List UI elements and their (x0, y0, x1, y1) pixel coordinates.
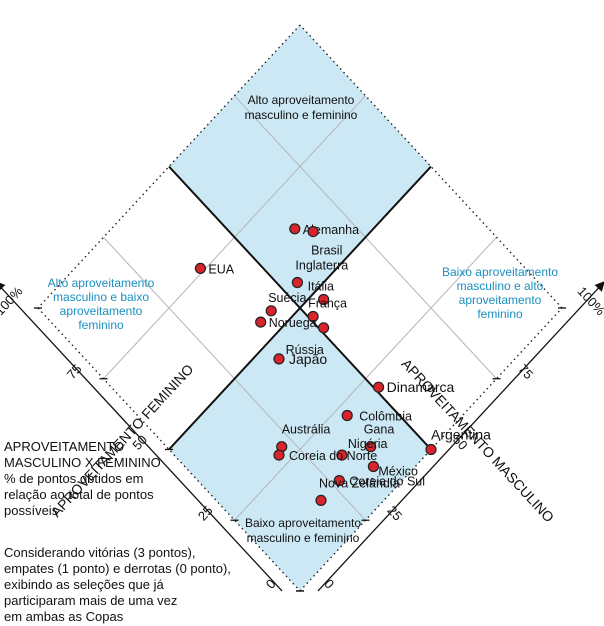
point-label-inglaterra: Inglaterra (295, 259, 348, 273)
point-dinamarca (373, 381, 385, 393)
caption-note: Considerando vitórias (3 pontos), empates… (4, 545, 284, 625)
point-suecia (265, 305, 277, 317)
point-label-nigeria: Nigéria (348, 437, 388, 451)
point-label-mexico: México (378, 465, 418, 479)
boundary-edge-0 (299, 307, 563, 592)
tick-label-female-75: 75 (64, 361, 85, 382)
point-russia (318, 322, 330, 334)
point-label-noruega: Noruega (269, 316, 317, 330)
region-label-bottom: Baixo aproveitamento masculino e feminino (245, 516, 361, 545)
tick-label-female-100: 100% (0, 283, 26, 318)
point-mexico (367, 460, 379, 473)
point-coreia-do-sul (333, 475, 345, 487)
caption-title-line: MASCULINO X FEMININO (4, 455, 161, 470)
point-label-nova-zelandia: Nova Zelândia (319, 476, 400, 490)
caption-note-line: exibindo as seleções que já (4, 577, 164, 592)
tick-label-male-25: 25 (384, 503, 405, 524)
point-label-australia: Austrália (282, 423, 331, 437)
point-franca (307, 310, 319, 323)
point-label-gana: Gana (364, 423, 395, 437)
caption-title-line: % de pontos obtidos em (4, 471, 144, 486)
caption-note-line: Considerando vitórias (3 pontos), (4, 545, 196, 560)
point-coreia-do-norte (273, 449, 285, 461)
point-label-coreia-do-norte: Coreia do Norte (289, 449, 377, 463)
point-label-franca: França (308, 297, 347, 311)
point-label-brasil: Brasil (311, 244, 342, 258)
midline-male-50 (168, 165, 432, 451)
region-label-top: Alto aproveitamento masculino e feminino (245, 93, 358, 122)
point-gana (365, 441, 377, 453)
point-japao (273, 353, 285, 365)
tick-label-male-100: 100% (575, 284, 604, 319)
point-italia (318, 293, 330, 306)
caption-title-line: relação ao total de pontos (4, 487, 154, 502)
caption-note-line: em ambas as Copas (4, 609, 124, 624)
point-label-russia: Rússia (286, 343, 324, 357)
point-label-suecia: Suécia (268, 291, 306, 305)
caption-title-line: APROVEITAMENTO (4, 439, 125, 454)
point-eua (194, 262, 206, 274)
tick-label-male-0: 0 (321, 576, 337, 591)
point-label-colombia: Colômbia (359, 410, 412, 424)
region-label-right: Baixo aproveitamento masculino e alto apro… (442, 265, 558, 321)
point-brasil (307, 226, 319, 238)
point-noruega (255, 316, 267, 328)
point-nigeria (336, 449, 348, 461)
grid-lines (37, 24, 563, 592)
point-label-dinamarca: Dinamarca (387, 379, 455, 395)
point-argentina (425, 443, 437, 456)
caption-note-line: empates (1 ponto) e derrotas (0 ponto), (4, 561, 231, 576)
data-points: AlemanhaBrasilInglaterraEUAItáliaFrançaS… (194, 223, 491, 506)
caption-title: APROVEITAMENTO MASCULINO X FEMININO% de p… (4, 439, 234, 519)
point-label-coreia-do-sul: Coreia do Sul (349, 475, 425, 489)
point-nova-zelandia (315, 494, 327, 506)
boundary-edge-3 (37, 307, 301, 592)
point-label-japao: Japão (289, 351, 327, 367)
boundary-edge-1 (299, 24, 563, 309)
axis-line-female (0, 281, 283, 592)
point-label-argentina: Argentina (431, 427, 491, 443)
region-labels: Alto aproveitamento masculino e feminino A… (48, 93, 559, 545)
point-colombia (341, 409, 353, 422)
point-inglaterra (291, 276, 303, 289)
caption-note-line: participaram mais de uma vez (4, 593, 178, 608)
point-alemanha (289, 223, 301, 235)
point-label-italia: Itália (308, 280, 334, 294)
boundary-edge-2 (37, 24, 301, 309)
caption-title-line: possíveis (4, 503, 59, 518)
point-label-eua: EUA (208, 262, 234, 276)
region-label-left: Alto aproveitamento masculino e baixo apro… (48, 276, 155, 332)
tick-label-male-75: 75 (515, 361, 536, 382)
axis-line-male (317, 281, 604, 592)
